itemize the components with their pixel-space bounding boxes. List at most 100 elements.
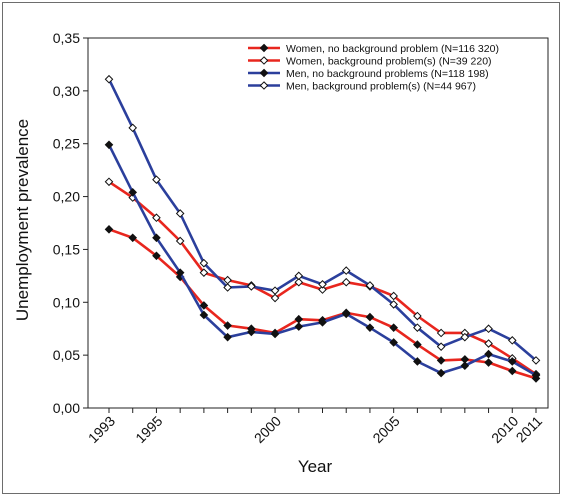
data-point <box>507 357 517 366</box>
data-point <box>531 370 541 380</box>
y-tick-label: 0,10 <box>53 294 80 310</box>
data-point <box>507 366 517 376</box>
data-point <box>341 266 351 275</box>
data-point <box>152 251 161 261</box>
series-1 <box>104 225 541 383</box>
y-tick-label: 0,20 <box>53 189 80 205</box>
legend-label: Women, no background problem (N=116 320) <box>286 43 499 55</box>
series-line <box>107 144 537 377</box>
data-point <box>247 327 256 337</box>
x-tick-label: 1995 <box>132 413 165 446</box>
data-point <box>389 300 398 309</box>
data-point <box>389 323 398 332</box>
x-tick-label: 2011 <box>513 413 546 446</box>
data-point <box>460 361 470 371</box>
data-point <box>460 332 470 342</box>
y-axis-label: Unemployment prevalence <box>13 119 32 321</box>
data-point <box>259 81 269 90</box>
data-point <box>413 357 422 366</box>
data-point <box>436 368 446 378</box>
data-point <box>389 338 398 347</box>
data-point <box>484 324 493 334</box>
data-point <box>175 268 185 277</box>
legend-label: Women, background problem(s) (N=39 220) <box>286 56 492 68</box>
x-axis-label: Year <box>298 457 333 476</box>
data-point <box>365 323 375 332</box>
data-point <box>389 291 398 301</box>
data-point <box>104 74 114 84</box>
data-point <box>270 293 280 303</box>
data-point <box>341 277 351 287</box>
legend-item: Men, background problem(s) (N=44 967) <box>248 81 476 93</box>
data-point <box>270 286 280 295</box>
data-point <box>484 339 493 348</box>
data-point <box>294 271 304 281</box>
data-point <box>199 268 209 277</box>
series-layer <box>104 74 541 383</box>
series-4 <box>104 74 541 365</box>
data-point <box>175 236 185 246</box>
data-point <box>507 336 517 345</box>
data-point <box>436 328 446 338</box>
data-point <box>318 280 327 289</box>
data-point <box>484 358 493 367</box>
data-point <box>223 332 232 342</box>
legend-label: Men, background problem(s) (N=44 967) <box>286 81 476 93</box>
data-point <box>128 233 138 243</box>
data-point <box>413 340 422 349</box>
data-point <box>152 233 161 243</box>
legend-item: Women, no background problem (N=116 320) <box>248 43 499 55</box>
x-tick-label: 2000 <box>251 413 284 446</box>
data-point <box>294 277 304 287</box>
data-point <box>223 321 232 330</box>
plot-area-border <box>87 37 549 409</box>
data-point <box>104 140 114 150</box>
data-point <box>365 281 375 290</box>
data-point <box>247 282 256 291</box>
x-tick-label: 1993 <box>85 413 118 446</box>
data-point <box>259 43 269 53</box>
data-point <box>104 177 114 187</box>
y-tick-label: 0,05 <box>53 347 80 363</box>
figure-frame <box>2 2 560 494</box>
data-point <box>223 275 232 285</box>
data-point <box>436 356 446 365</box>
data-point <box>199 310 209 320</box>
data-point <box>104 225 114 234</box>
legend: Women, no background problem (N=116 320)… <box>248 43 499 93</box>
data-point <box>318 285 327 294</box>
y-tick-label: 0,25 <box>53 136 80 152</box>
axes <box>87 37 549 409</box>
data-point <box>175 209 185 218</box>
data-point <box>128 188 138 197</box>
legend-item: Women, background problem(s) (N=39 220) <box>248 56 492 68</box>
data-point <box>413 323 422 332</box>
y-tick-label: 0,30 <box>53 83 80 99</box>
data-point <box>484 349 493 359</box>
data-point <box>152 213 161 223</box>
series-line <box>108 228 537 380</box>
data-point <box>294 322 304 331</box>
series-2 <box>104 177 541 379</box>
legend-item: Men, no background problems (N=118 198) <box>248 68 489 80</box>
y-tick-label: 0,35 <box>53 30 80 46</box>
y-tick-label: 0,15 <box>53 241 80 257</box>
y-tick-label: 0,00 <box>53 400 80 416</box>
data-point <box>531 356 541 365</box>
data-point <box>365 312 375 322</box>
series-3 <box>104 140 541 380</box>
data-point <box>259 56 269 65</box>
series-line <box>108 180 537 376</box>
data-point <box>341 309 351 319</box>
data-point <box>223 283 232 292</box>
data-point <box>199 301 209 310</box>
y-axis-ticks: 0,00 0,05 0,10 0,15 0,20 0,25 0,30 0,35 <box>53 30 88 416</box>
data-point <box>318 318 327 327</box>
data-point <box>152 175 161 184</box>
data-point <box>199 258 209 268</box>
data-point <box>270 329 280 339</box>
x-tick-label: 2005 <box>369 413 402 446</box>
data-point <box>259 68 269 78</box>
data-point <box>128 123 138 133</box>
